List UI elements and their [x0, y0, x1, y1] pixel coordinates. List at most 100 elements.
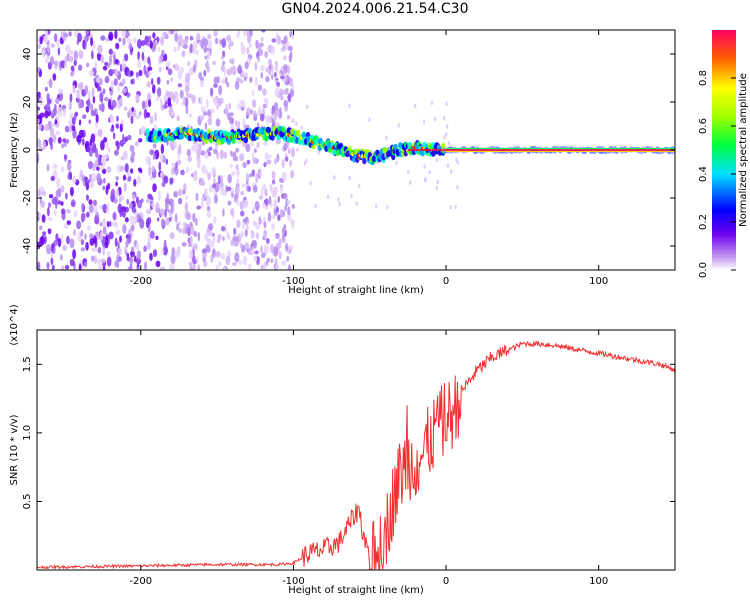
spectrogram-noise-speckle — [87, 98, 91, 109]
spectrogram-noise-speckle — [192, 44, 197, 55]
spectrogram-noise-speckle — [284, 156, 289, 162]
spectrogram-noise-speckle — [234, 119, 238, 127]
spectrogram-noise-speckle — [37, 152, 40, 163]
spectrogram-noise-speckle — [178, 144, 182, 154]
spectrogram-noise-speckle — [80, 238, 85, 246]
spectrogram-noise-speckle — [216, 238, 221, 244]
spectrogram-noise-speckle — [122, 224, 127, 234]
spectrogram-noise-speckle — [105, 37, 110, 42]
spectrogram-noise-speckle — [283, 142, 288, 151]
spectrogram-noise-speckle — [252, 206, 256, 212]
spectrogram-noise-speckle — [221, 225, 226, 232]
spectrogram-noise-speckle — [109, 116, 115, 124]
spectrogram-y-tick-label: 40 — [22, 48, 33, 61]
spectrogram-noise-speckle — [197, 158, 202, 167]
spectrogram-noise-speckle — [333, 175, 336, 180]
spectrogram-noise-speckle — [212, 61, 216, 66]
spectrogram-noise-speckle — [192, 231, 198, 237]
spectrogram-noise-speckle — [145, 99, 149, 109]
spectrogram-noise-speckle — [239, 200, 245, 210]
spectrogram-noise-speckle — [65, 192, 68, 200]
spectrogram-noise-speckle — [48, 194, 54, 199]
spectrogram-noise-speckle — [207, 39, 213, 50]
spectrogram-noise-speckle — [249, 76, 253, 83]
spectrogram-noise-speckle — [131, 106, 135, 113]
spectrogram-noise-speckle — [280, 185, 283, 194]
spectrogram-noise-speckle — [205, 244, 211, 253]
spectrogram-noise-speckle — [170, 111, 175, 116]
spectrogram-noise-speckle — [223, 266, 227, 270]
spectrogram-noise-speckle — [183, 39, 189, 45]
spectrogram-noise-speckle — [209, 87, 214, 97]
spectrogram-noise-speckle — [148, 165, 152, 176]
spectrogram-noise-speckle — [228, 102, 232, 110]
spectrogram-noise-speckle — [260, 245, 263, 254]
spectrogram-noise-speckle — [73, 210, 78, 218]
spectrogram-noise-speckle — [57, 47, 61, 56]
spectrogram-noise-speckle — [122, 174, 127, 181]
spectrogram-noise-speckle — [78, 98, 82, 110]
spectrogram-noise-speckle — [234, 80, 240, 90]
spectrogram-noise-speckle — [60, 234, 64, 244]
spectrogram-noise-speckle — [223, 151, 228, 159]
spectrogram-noise-speckle — [222, 60, 226, 66]
spectrogram-noise-speckle — [197, 231, 201, 242]
spectrogram-noise-speckle — [104, 61, 109, 66]
spectrogram-noise-speckle — [150, 77, 154, 86]
spectrogram-noise-speckle — [76, 220, 82, 230]
spectrogram-noise-speckle — [185, 97, 189, 108]
spectrogram-noise-speckle — [230, 239, 235, 247]
spectrogram-noise-speckle — [65, 209, 71, 214]
spectrogram-noise-speckle — [105, 203, 110, 214]
spectrogram-noise-speckle — [257, 84, 263, 92]
snr-background — [37, 330, 675, 570]
spectrogram-noise-speckle — [84, 176, 88, 187]
spectrogram-noise-speckle — [62, 244, 68, 252]
spectrogram-noise-speckle — [397, 123, 400, 128]
spectrogram-noise-speckle — [226, 81, 230, 88]
spectrogram-noise-speckle — [155, 202, 160, 213]
spectrogram-noise-speckle — [50, 122, 56, 128]
spectrogram-noise-speckle — [242, 218, 248, 223]
spectrogram-noise-speckle — [168, 216, 172, 223]
snr-series-line — [37, 340, 675, 570]
spectrogram-noise-speckle — [119, 165, 125, 172]
spectrogram-noise-speckle — [173, 141, 178, 149]
spectrogram-noise-speckle — [237, 103, 242, 110]
spectrogram-noise-speckle — [180, 169, 185, 176]
colorbar-gradient — [712, 30, 736, 270]
spectrogram-noise-speckle — [47, 228, 52, 235]
spectrogram-noise-speckle — [84, 233, 87, 240]
spectrogram-noise-speckle — [261, 187, 264, 198]
spectrogram-noise-speckle — [45, 57, 49, 64]
spectrogram-noise-speckle — [115, 229, 121, 236]
spectrogram-noise-speckle — [283, 224, 287, 230]
spectrogram-noise-speckle — [239, 79, 244, 84]
spectrogram-noise-speckle — [229, 163, 233, 168]
spectrogram-noise-speckle — [53, 209, 57, 216]
spectrogram-noise-speckle — [163, 175, 169, 184]
spectrogram-noise-speckle — [152, 32, 156, 39]
spectrogram-noise-speckle — [240, 210, 245, 217]
spectrogram-noise-speckle — [189, 35, 194, 41]
spectrogram-noise-speckle — [129, 215, 135, 225]
spectrogram-noise-speckle — [114, 68, 119, 77]
spectrogram-noise-speckle — [178, 34, 183, 45]
spectrogram-noise-speckle — [44, 110, 49, 119]
spectrogram-noise-speckle — [258, 219, 263, 224]
spectrogram-noise-speckle — [185, 195, 189, 200]
snr-x-axis-label: Height of straight line (km) — [288, 585, 424, 596]
spectrogram-noise-speckle — [85, 194, 89, 201]
spectrogram-noise-speckle — [122, 57, 125, 67]
spectrogram-noise-speckle — [208, 223, 214, 231]
spectrogram-noise-speckle — [122, 37, 126, 46]
spectrogram-noise-speckle — [152, 183, 157, 193]
spectrogram-noise-speckle — [251, 89, 255, 97]
spectrogram-noise-speckle — [256, 205, 259, 212]
spectrogram-noise-speckle — [120, 156, 124, 161]
spectrogram-noise-speckle — [219, 181, 224, 188]
spectrogram-noise-speckle — [100, 155, 106, 165]
spectrogram-noise-speckle — [192, 64, 197, 73]
spectrogram-noise-speckle — [266, 154, 272, 159]
